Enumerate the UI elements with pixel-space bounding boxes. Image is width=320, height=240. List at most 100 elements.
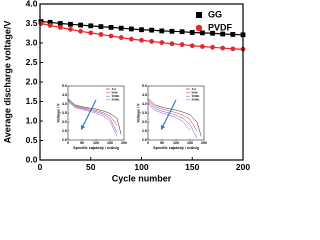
marker — [128, 36, 134, 42]
marker — [210, 44, 215, 50]
y-tick-label: 2.0 — [142, 138, 147, 142]
inset-background — [148, 86, 204, 140]
y-tick-label: 4.5 — [62, 93, 67, 97]
marker — [78, 28, 83, 34]
arrow — [80, 99, 97, 131]
series-line — [147, 98, 202, 137]
marker — [118, 25, 124, 31]
y-tick-label: 4.0 — [62, 102, 67, 106]
y-tick-label: 4.0 — [142, 102, 147, 106]
marker — [47, 19, 53, 25]
y-tick-label: 2.0 — [26, 76, 38, 86]
y-tick-label: 1.0 — [26, 115, 38, 125]
y-tick-label: 3.0 — [62, 120, 67, 124]
series-line — [67, 98, 122, 135]
marker — [88, 30, 94, 36]
marker — [159, 28, 165, 34]
arrow — [160, 99, 177, 131]
y-tick-label: 5.0 — [142, 84, 147, 88]
y-tick-label: 3.5 — [62, 111, 67, 115]
marker — [179, 29, 185, 35]
y-tick-label: 2.0 — [62, 138, 67, 142]
marker — [108, 33, 114, 39]
legend-label: 1st — [112, 87, 116, 91]
x-tick-label: 50 — [80, 141, 84, 145]
marker — [98, 24, 104, 30]
marker — [189, 43, 195, 49]
marker — [139, 37, 144, 43]
y-axis-label: Voltage / V — [57, 103, 61, 123]
series-line — [67, 100, 118, 133]
plot-frame — [39, 3, 244, 161]
marker — [230, 46, 236, 52]
x-tick-label: 0 — [67, 141, 69, 145]
y-tick-label: 5.0 — [62, 84, 67, 88]
series-line — [67, 99, 118, 126]
marker — [149, 39, 155, 44]
marker — [200, 30, 205, 36]
x-tick-label: 200 — [121, 141, 127, 145]
marker — [68, 21, 73, 27]
y-tick-label: 4.5 — [142, 93, 147, 97]
marker — [128, 26, 134, 32]
marker — [169, 28, 175, 34]
y-tick-label: 3.5 — [26, 18, 38, 28]
marker — [169, 41, 175, 47]
series-line — [67, 101, 118, 137]
y-tick-label: 2.5 — [62, 129, 67, 133]
series-line — [147, 102, 198, 139]
x-tick-label: 0 — [38, 162, 43, 172]
x-tick-label: 200 — [236, 162, 250, 172]
x-tick-label: 50 — [86, 162, 96, 172]
legend-label: 1st — [192, 87, 196, 91]
marker — [149, 27, 155, 33]
marker — [98, 32, 104, 37]
marker — [88, 23, 94, 29]
marker — [57, 21, 63, 26]
x-tick-label: 100 — [93, 141, 99, 145]
marker — [210, 30, 215, 36]
y-tick-label: 4.0 — [26, 0, 38, 8]
marker — [200, 44, 205, 49]
plot-frame — [67, 85, 125, 141]
marker — [118, 35, 124, 40]
x-tick-label: 50 — [160, 141, 164, 145]
plot-frame — [147, 85, 205, 141]
legend-label: 50th — [192, 90, 198, 94]
chart: 0 50 100 150 200 0.0 0.5 1.0 1.5 2.0 2.5 3.0 3.5 4.0 C… — [2, 0, 250, 183]
legend-label: 100th — [112, 94, 120, 98]
legend-label: 200th — [192, 98, 200, 102]
marker — [189, 30, 195, 35]
y-tick-label: 3.5 — [142, 111, 147, 115]
y-tick-label: 2.5 — [142, 129, 147, 133]
x-axis-label: Specific capacity / mAh/g — [73, 146, 119, 150]
y-tick-label: 1.5 — [26, 96, 38, 106]
marker — [230, 32, 236, 37]
x-tick-label: 100 — [173, 141, 179, 145]
y-tick-label: 2.5 — [26, 57, 38, 67]
x-axis-label: Cycle number — [112, 173, 172, 183]
marker — [220, 31, 226, 37]
marker — [78, 22, 83, 28]
marker — [220, 45, 226, 51]
y-tick-label: 0.0 — [26, 154, 38, 164]
legend-label: 200th — [112, 98, 120, 102]
legend-label: PVDF — [208, 22, 233, 32]
series-line — [147, 100, 198, 132]
x-tick-label: 100 — [134, 162, 148, 172]
marker — [57, 25, 63, 30]
marker — [38, 21, 44, 26]
y-axis-label: Average discharge voltage/V — [2, 21, 12, 144]
marker — [139, 27, 144, 33]
marker — [68, 26, 73, 32]
y-tick-label: 3.0 — [26, 37, 38, 47]
x-tick-label: 150 — [185, 162, 199, 172]
x-tick-label: 0 — [147, 141, 149, 145]
legend-marker — [196, 12, 202, 18]
legend-label: 100th — [192, 94, 200, 98]
y-axis-label: Voltage / V — [137, 103, 141, 123]
legend-label: GG — [208, 9, 222, 19]
marker — [159, 40, 165, 46]
x-tick-label: 150 — [107, 141, 113, 145]
x-tick-label: 150 — [187, 141, 193, 145]
